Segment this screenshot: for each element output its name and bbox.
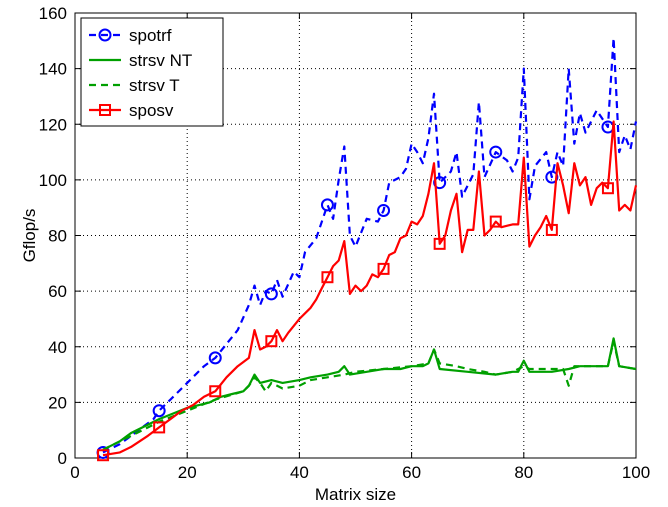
legend-marker <box>98 28 112 42</box>
legend-item-strsv-t: strsv T <box>89 76 180 95</box>
series-marker-spotrf <box>152 404 166 418</box>
y-tick-label: 0 <box>58 449 67 468</box>
series-marker-sposv <box>153 421 166 434</box>
series-marker-sposv <box>545 223 558 236</box>
legend-marker <box>99 104 111 116</box>
series-marker-spotrf <box>377 203 391 217</box>
y-tick-label: 140 <box>39 60 67 79</box>
series-marker-spotrf <box>208 351 222 365</box>
series-strsv-nt <box>102 337 637 451</box>
x-axis-title: Matrix size <box>315 485 396 504</box>
series-line-strsv-t <box>102 340 637 451</box>
legend: spotrf strsv NT strsv T sposv <box>80 17 224 127</box>
series-marker-spotrf <box>489 145 503 159</box>
legend-label: strsv T <box>129 76 180 95</box>
legend-label: sposv <box>129 101 174 120</box>
x-tick-label: 20 <box>178 463 197 482</box>
y-tick-label: 100 <box>39 171 67 190</box>
series-marker-sposv <box>377 262 390 275</box>
series-sposv <box>97 120 638 462</box>
x-tick-label: 100 <box>622 463 650 482</box>
series-group <box>96 36 638 462</box>
x-tick-label: 60 <box>402 463 421 482</box>
x-tick-label: 0 <box>70 463 79 482</box>
series-marker-sposv <box>209 385 222 398</box>
y-tick-label: 80 <box>48 227 67 246</box>
series-marker-sposv <box>265 335 278 348</box>
legend-item-strsv-nt: strsv NT <box>89 51 192 70</box>
legend-item-sposv: sposv <box>89 101 174 120</box>
series-marker-sposv <box>489 215 502 228</box>
legend-label: spotrf <box>129 26 172 45</box>
y-tick-label: 40 <box>48 338 67 357</box>
series-marker-sposv <box>601 182 614 195</box>
x-tick-label: 40 <box>290 463 309 482</box>
series-marker-spotrf <box>320 198 334 212</box>
x-tick-label: 80 <box>514 463 533 482</box>
y-axis-title: Gflop/s <box>20 209 39 263</box>
series-line-strsv-nt <box>102 337 637 451</box>
grid <box>75 13 636 458</box>
legend-label: strsv NT <box>129 51 192 70</box>
y-tick-label: 60 <box>48 282 67 301</box>
series-marker-sposv <box>97 449 110 462</box>
y-tick-label: 160 <box>39 4 67 23</box>
series-marker-sposv <box>433 237 446 250</box>
series-marker-sposv <box>321 271 334 284</box>
series-line-sposv <box>102 120 638 457</box>
series-line-spotrf <box>102 36 638 454</box>
legend-item-spotrf: spotrf <box>89 26 172 45</box>
series-marker-spotrf <box>433 176 447 190</box>
series-marker-spotrf <box>264 287 278 301</box>
y-tick-label: 20 <box>48 393 67 412</box>
axis-ticks: 0 20 40 60 80 100 0 20 40 60 80 100 120 140 160 <box>39 4 651 482</box>
y-tick-label: 120 <box>39 115 67 134</box>
series-strsv-t <box>102 340 637 451</box>
